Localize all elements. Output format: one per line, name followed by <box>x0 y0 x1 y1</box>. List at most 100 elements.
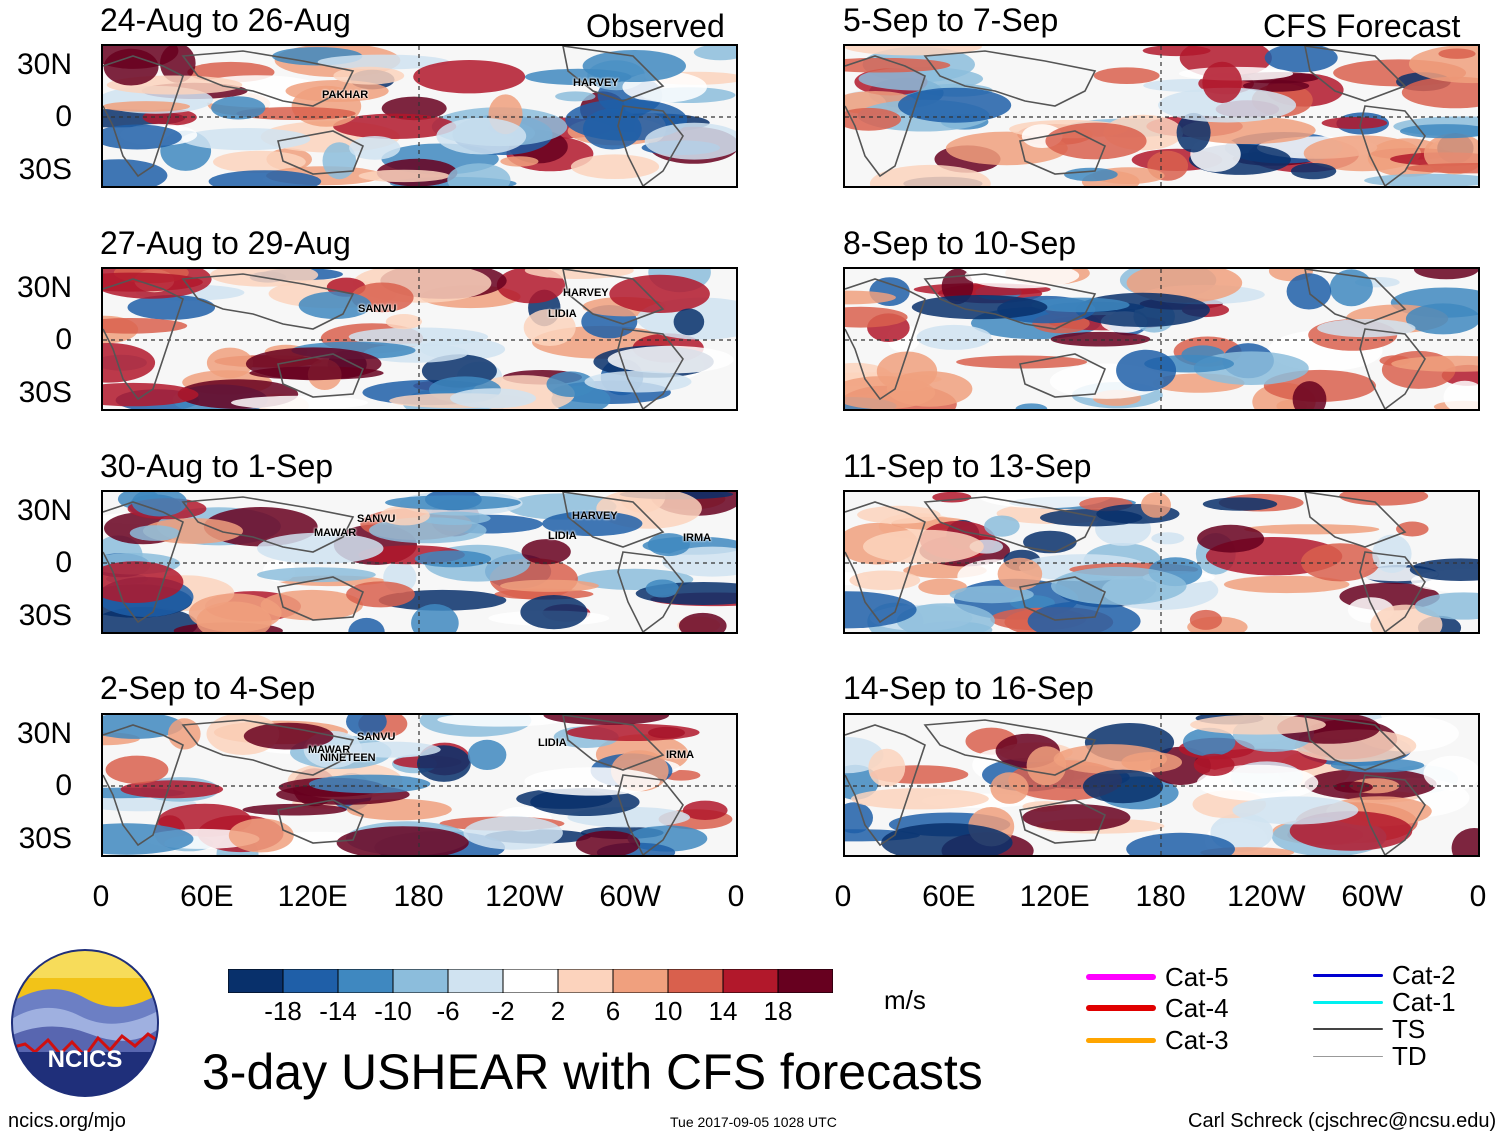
storm-label: HARVEY <box>563 287 609 299</box>
storm-label: HARVEY <box>572 510 618 522</box>
x-tick-label: 60W <box>1341 880 1403 913</box>
y-tick-label: 30S <box>18 599 72 632</box>
colorbar-tick: -10 <box>374 996 412 1026</box>
colorbar <box>227 968 834 994</box>
storm-label: MAWAR <box>314 527 357 539</box>
x-tick-label: 60E <box>180 880 234 913</box>
storm-label: LIDIA <box>548 308 577 320</box>
observed-header: Observed <box>586 8 725 44</box>
x-tick-label: 180 <box>1135 880 1186 913</box>
y-tick-label: 30N <box>16 494 72 527</box>
colorbar-tick: -18 <box>264 996 302 1026</box>
legend-label: Cat-5 <box>1165 962 1229 992</box>
legend-swatch <box>1086 974 1156 980</box>
panel-title: 14-Sep to 16-Sep <box>843 670 1094 706</box>
colorbar-unit: m/s <box>884 985 926 1015</box>
legend-label: TD <box>1392 1041 1427 1071</box>
footer-author: Carl Schreck (cjschrec@ncsu.edu) <box>1188 1110 1497 1132</box>
storm-label: SANVU <box>358 303 397 315</box>
y-tick-label: 0 <box>55 546 72 579</box>
legend-label: Cat-3 <box>1165 1025 1229 1055</box>
panel-title: 11-Sep to 13-Sep <box>843 448 1092 484</box>
legend-label: Cat-2 <box>1392 960 1456 990</box>
y-tick-label: 0 <box>55 769 72 802</box>
colorbar-swatch <box>392 968 449 994</box>
y-tick-label: 0 <box>55 323 72 356</box>
storm-label: MAWAR <box>308 744 351 756</box>
colorbar-swatch <box>227 968 284 994</box>
colorbar-tick: 10 <box>653 996 683 1026</box>
colorbar-swatch <box>667 968 724 994</box>
x-tick-label: 0 <box>727 880 745 913</box>
footer-timestamp: Tue 2017-09-05 1028 UTC <box>670 1114 837 1130</box>
y-tick-label: 30N <box>16 717 72 750</box>
colorbar-tick: -2 <box>491 996 515 1026</box>
footer-url[interactable]: ncics.org/mjo <box>8 1110 126 1132</box>
colorbar-tick: -6 <box>436 996 460 1026</box>
panel-title: 5-Sep to 7-Sep <box>843 2 1059 38</box>
panel-title: 2-Sep to 4-Sep <box>100 670 316 706</box>
x-tick-label: 0 <box>1469 880 1487 913</box>
legend-swatch <box>1086 1005 1156 1011</box>
logo-text: NCICS <box>47 1046 123 1073</box>
legend-label: Cat-1 <box>1392 987 1456 1017</box>
storm-label: SANVU <box>357 731 396 743</box>
legend-swatch <box>1313 973 1383 977</box>
colorbar-swatch <box>777 968 834 994</box>
x-tick-label: 0 <box>834 880 852 913</box>
legend-swatch <box>1313 1055 1383 1057</box>
storm-label: LIDIA <box>548 530 577 542</box>
x-tick-label: 120E <box>1019 880 1090 913</box>
legend-label: Cat-4 <box>1165 993 1229 1023</box>
colorbar-swatch <box>722 968 779 994</box>
forecast-header: CFS Forecast <box>1263 8 1461 44</box>
y-tick-label: 30S <box>18 822 72 855</box>
x-tick-label: 180 <box>393 880 444 913</box>
colorbar-swatch <box>557 968 614 994</box>
panel-title: 24-Aug to 26-Aug <box>100 2 351 38</box>
storm-label: SANVU <box>357 513 396 525</box>
legend-swatch <box>1313 1000 1383 1004</box>
colorbar-swatch <box>282 968 339 994</box>
y-tick-label: 30N <box>16 271 72 304</box>
legend-label: TS <box>1392 1014 1426 1044</box>
colorbar-swatch <box>337 968 394 994</box>
legend-swatch <box>1313 1028 1383 1030</box>
x-tick-label: 120W <box>1227 880 1306 913</box>
y-tick-label: 30S <box>18 376 72 409</box>
panel-title: 30-Aug to 1-Sep <box>100 448 334 484</box>
map-panel-observed-4 <box>101 713 738 857</box>
colorbar-tick: 18 <box>763 996 793 1026</box>
storm-label: PAKHAR <box>322 89 369 101</box>
y-tick-label: 0 <box>55 100 72 133</box>
colorbar-swatch <box>612 968 669 994</box>
map-panel-forecast-2 <box>843 267 1480 411</box>
panel-title: 27-Aug to 29-Aug <box>100 225 351 261</box>
map-panel-forecast-4 <box>843 713 1480 857</box>
storm-label: LIDIA <box>538 737 567 749</box>
colorbar-tick: 2 <box>550 996 566 1026</box>
main-title: 3-day USHEAR with CFS forecasts <box>202 1044 983 1100</box>
x-tick-label: 120W <box>485 880 564 913</box>
map-panel-observed-1 <box>101 44 738 188</box>
x-tick-label: 0 <box>92 880 110 913</box>
legend-swatch <box>1086 1037 1156 1043</box>
x-tick-label: 60W <box>599 880 661 913</box>
y-tick-label: 30N <box>16 48 72 81</box>
colorbar-tick: -14 <box>319 996 357 1026</box>
x-tick-label: 120E <box>277 880 348 913</box>
storm-label: HARVEY <box>573 77 619 89</box>
panel-title: 8-Sep to 10-Sep <box>843 225 1077 261</box>
map-panel-forecast-3 <box>843 490 1480 634</box>
map-panel-observed-3 <box>101 490 738 634</box>
colorbar-tick: 14 <box>708 996 738 1026</box>
colorbar-swatch <box>447 968 504 994</box>
map-panel-forecast-1 <box>843 44 1480 188</box>
map-panel-observed-2 <box>101 267 738 411</box>
storm-label: IRMA <box>666 749 695 761</box>
ncics-logo: NCICS <box>10 948 160 1098</box>
storm-label: IRMA <box>683 532 712 544</box>
colorbar-swatch <box>502 968 559 994</box>
storm-label: NINETEEN <box>320 752 376 764</box>
colorbar-tick: 6 <box>605 996 621 1026</box>
